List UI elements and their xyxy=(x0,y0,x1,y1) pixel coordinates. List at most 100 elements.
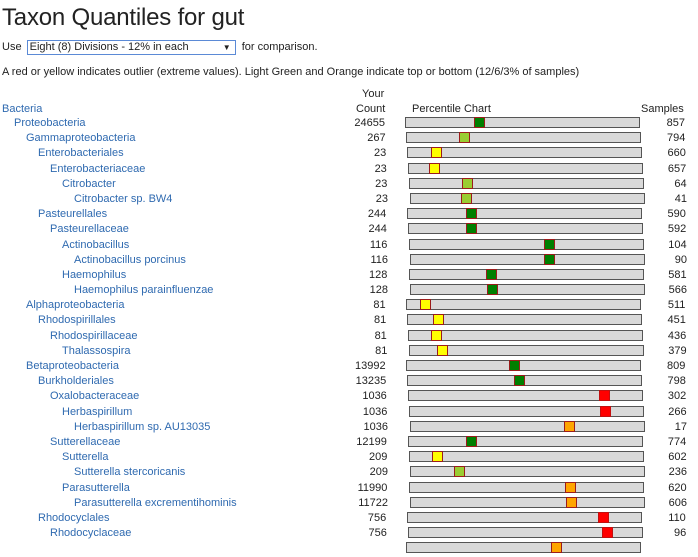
percentile-marker xyxy=(508,360,520,371)
your-count: 128 xyxy=(369,284,388,297)
taxon-link[interactable]: Herbaspirillum sp. AU13035 xyxy=(74,420,211,433)
taxon-link[interactable]: Rhodocyclales xyxy=(38,511,110,524)
percentile-marker xyxy=(431,147,443,159)
table-row: Sutterella 209 602 xyxy=(0,451,698,466)
percentile-marker xyxy=(461,192,473,204)
samples-count: 566 xyxy=(668,284,687,297)
your-count: 23 xyxy=(374,162,387,175)
comparison-prefix: Use xyxy=(2,41,22,53)
table-row: Rhodospirillaceae 81 436 xyxy=(0,329,698,345)
percentile-bar xyxy=(408,329,643,341)
table-row: Enterobacteriales 23 660 xyxy=(0,147,698,162)
taxon-link[interactable]: Gammaproteobacteria xyxy=(26,132,136,145)
percentile-marker xyxy=(420,299,432,311)
taxon-link[interactable]: Oxalobacteraceae xyxy=(50,390,140,403)
percentile-bar xyxy=(409,177,644,189)
dropdown-arrow-icon: ▼ xyxy=(222,43,231,52)
table-row: Parasutterella excrementihominis 11722 606 xyxy=(0,496,698,512)
taxon-link[interactable]: Haemophilus parainfluenzae xyxy=(74,284,214,297)
taxon-link[interactable]: Betaproteobacteria xyxy=(26,360,119,372)
taxon-link[interactable]: Rhodospirillales xyxy=(38,314,116,327)
taxon-link[interactable]: Sutterellaceae xyxy=(50,435,121,448)
your-count: 11990 xyxy=(357,481,388,494)
your-count: 128 xyxy=(369,268,388,281)
taxon-link[interactable]: Haemophilus xyxy=(62,268,127,281)
percentile-marker xyxy=(599,390,611,402)
your-count: 1036 xyxy=(362,405,388,418)
divisions-select[interactable]: Eight (8) Divisions - 12% in each ▼ xyxy=(26,40,236,55)
percentile-bar xyxy=(407,147,642,159)
table-row: Citrobacter sp. BW4 23 41 xyxy=(0,192,698,208)
percentile-bar xyxy=(408,162,643,174)
percentile-bar xyxy=(410,496,645,508)
taxon-link[interactable]: Enterobacteriales xyxy=(38,147,124,160)
taxon-link[interactable]: Pasteurellaceae xyxy=(50,223,129,236)
header-count: Count xyxy=(356,103,386,115)
percentile-marker xyxy=(544,238,556,250)
your-count: 81 xyxy=(375,344,388,357)
percentile-marker xyxy=(550,542,562,554)
percentile-bar xyxy=(409,238,644,250)
taxon-link[interactable]: Actinobacillus porcinus xyxy=(74,253,186,266)
taxon-link[interactable]: Rhodospirillaceae xyxy=(50,329,138,342)
percentile-marker xyxy=(563,420,575,432)
percentile-marker xyxy=(514,375,526,387)
percentile-marker xyxy=(601,527,613,539)
samples-count: 90 xyxy=(674,253,687,266)
percentile-bar xyxy=(406,542,641,554)
taxon-link[interactable]: Burkholderiales xyxy=(38,375,114,388)
percentile-marker xyxy=(486,268,498,280)
percentile-bar xyxy=(406,360,641,371)
taxon-link[interactable]: Citrobacter sp. BW4 xyxy=(74,192,173,205)
samples-count: 620 xyxy=(668,481,687,494)
your-count: 209 xyxy=(369,451,388,464)
taxon-link[interactable]: Rhodocyclaceae xyxy=(50,527,132,540)
table-row: Betaproteobacteria 13992 809 xyxy=(0,360,698,375)
percentile-marker xyxy=(466,223,478,235)
legend-note: A red or yellow indicates outlier (extre… xyxy=(2,66,580,78)
your-count: 13235 xyxy=(355,375,387,388)
taxon-table: Proteobacteria 24655 857 Gammaproteobacteri… xyxy=(0,117,698,557)
percentile-bar xyxy=(410,284,645,296)
taxon-root-link[interactable]: Bacteria xyxy=(2,103,43,115)
taxon-link[interactable]: Alphaproteobacteria xyxy=(26,299,125,312)
your-count: 11722 xyxy=(358,496,388,509)
taxon-link[interactable]: Parasutterella excrementihominis xyxy=(74,496,237,509)
your-count: 23 xyxy=(373,147,387,160)
taxon-link[interactable]: Thalassospira xyxy=(62,344,131,357)
percentile-bar xyxy=(408,435,643,447)
samples-count: 96 xyxy=(673,527,687,540)
table-row: Haemophilus parainfluenzae 128 566 xyxy=(0,284,698,299)
samples-count: 110 xyxy=(668,511,686,524)
your-count: 12199 xyxy=(356,435,387,448)
samples-count: 104 xyxy=(668,238,687,251)
taxon-link[interactable]: Actinobacillus xyxy=(62,238,130,251)
percentile-bar xyxy=(409,451,644,463)
taxon-link[interactable]: Herbaspirillum xyxy=(62,405,133,418)
taxon-link[interactable]: Enterobacteriaceae xyxy=(50,162,146,175)
table-row: Sutterellaceae 12199 774 xyxy=(0,435,698,451)
taxon-link[interactable]: Parasutterella xyxy=(62,481,130,494)
table-row: Thalassospira 81 379 xyxy=(0,344,698,360)
header-your: Your xyxy=(362,88,385,100)
table-row: Pasteurellales 244 590 xyxy=(0,208,698,223)
taxon-link[interactable]: Sutterella stercoricanis xyxy=(74,466,186,479)
taxon-link[interactable]: Pasteurellales xyxy=(38,208,108,221)
taxon-link[interactable]: Proteobacteria xyxy=(14,117,86,129)
your-count: 23 xyxy=(375,177,388,190)
your-count: 23 xyxy=(375,192,388,205)
header-samples: Samples xyxy=(641,103,684,115)
table-row: Actinobacillus porcinus 116 90 xyxy=(0,253,698,269)
percentile-marker xyxy=(565,481,577,493)
your-count: 756 xyxy=(368,527,387,540)
taxon-link[interactable]: Citrobacter xyxy=(62,177,116,190)
table-row: Alphaproteobacteria 81 511 xyxy=(0,299,698,314)
comparison-line: Use Eight (8) Divisions - 12% in each ▼ … xyxy=(2,40,318,55)
your-count: 209 xyxy=(369,466,388,479)
taxon-link[interactable]: Sutterella xyxy=(62,451,109,464)
samples-count: 64 xyxy=(674,177,687,190)
percentile-bar xyxy=(409,405,644,417)
your-count: 1036 xyxy=(362,390,387,403)
percentile-marker xyxy=(598,511,610,523)
percentile-marker xyxy=(466,208,478,220)
